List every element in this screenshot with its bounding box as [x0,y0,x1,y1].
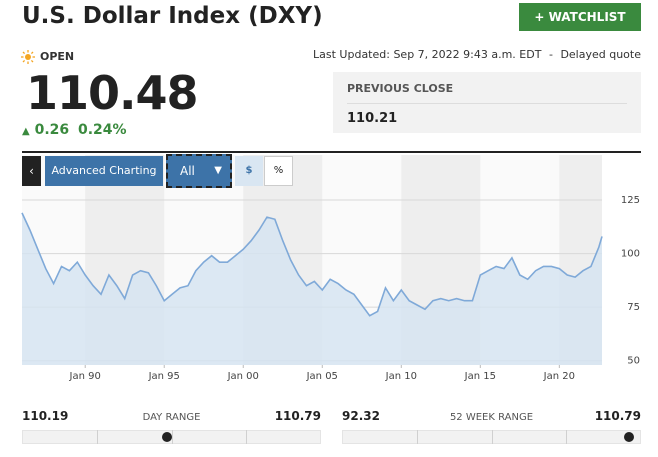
previous-close-box: PREVIOUS CLOSE 110.21 [333,72,641,133]
range-divider [246,430,248,444]
y-tick-label: 125 [621,195,640,206]
period-value: All [180,164,195,178]
range-label: DAY RANGE [142,412,201,423]
range-label: 52 WEEK RANGE [449,412,534,423]
change-value: 0.26 [34,122,70,138]
x-tick-label: Jan 20 [543,371,575,382]
range-divider [96,430,98,444]
timestamp: Last Updated: Sep 7, 2022 9:43 a.m. EDT [313,48,542,61]
percent-toggle[interactable]: % [264,156,293,186]
watchlist-button[interactable]: + WATCHLIST [519,3,641,31]
previous-close-value: 110.21 [347,111,398,126]
y-tick-label: 100 [621,249,640,260]
x-tick-label: Jan 05 [306,371,338,382]
range-marker [624,432,634,442]
x-tick-label: Jan 90 [69,371,101,382]
chart: 50 75 100 125 Jan 90 Jan 95 Jan 00 Jan 05 Jan 10… [21,155,640,382]
up-arrow: ▲ [22,126,30,137]
y-tick-label: 75 [627,302,640,313]
range-marker [161,432,172,442]
price: 110.48 [26,66,199,120]
last-updated: Last Updated: Sep 7, 2022 9:43 a.m. EDT … [313,48,641,61]
advanced-charting-button[interactable]: Advanced Charting [45,156,163,186]
range-high: 110.79 [274,409,321,423]
range-low: 92.32 [342,409,380,423]
x-tick-label: Jan 10 [385,371,417,382]
range-divider [491,430,493,444]
sun-icon [21,50,35,64]
collapse-button[interactable]: ‹ [22,156,41,186]
x-tick-label: Jan 95 [148,371,180,382]
range-divider [566,430,568,444]
market-status: OPEN [40,50,75,63]
area [22,212,602,365]
y-tick-label: 50 [627,356,640,367]
title: U.S. Dollar Index (DXY) [22,3,323,29]
range-high: 110.79 [594,409,641,423]
dollar-toggle[interactable]: $ [235,156,263,186]
previous-close-label: PREVIOUS CLOSE [347,82,454,95]
line [21,212,603,317]
change-percent: 0.24% [78,122,127,138]
range-divider [416,430,418,444]
rule [22,151,641,153]
period-dropdown[interactable]: All ▼ [166,154,232,188]
range-low: 110.19 [22,409,69,423]
range-divider [171,430,173,444]
divider [347,103,627,104]
x-tick-label: Jan 15 [464,371,496,382]
x-tick-label: Jan 00 [227,371,259,382]
change: ▲ 0.26 0.24% [22,122,127,138]
separator: - [548,48,553,61]
delayed-note: Delayed quote [560,48,641,61]
